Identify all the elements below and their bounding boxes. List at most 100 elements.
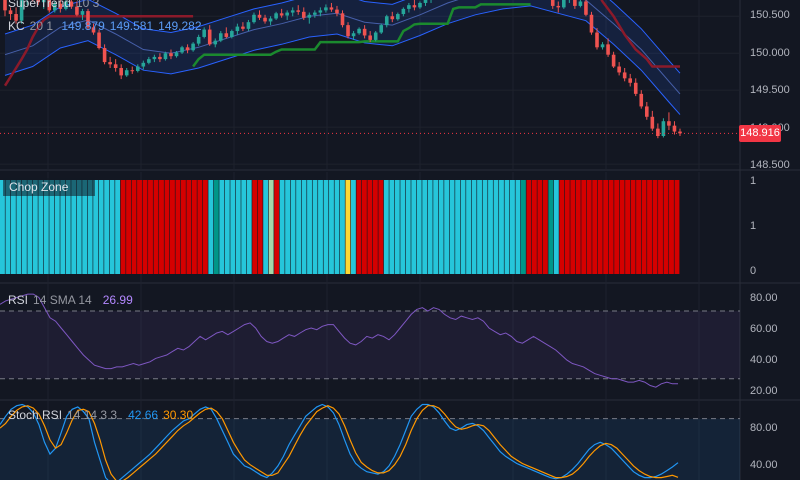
chop-zone-bar bbox=[345, 180, 351, 274]
candle-body bbox=[396, 14, 400, 20]
candle-body bbox=[91, 27, 96, 33]
rsi-line bbox=[0, 293, 678, 388]
chop-zone-bar bbox=[87, 180, 93, 274]
chop-zone-bar bbox=[405, 180, 411, 274]
chop-zone-bar bbox=[350, 180, 356, 274]
candle-body bbox=[268, 18, 273, 22]
candle-body bbox=[196, 36, 201, 44]
candle-body bbox=[80, 11, 85, 15]
chop-zone-bar bbox=[460, 180, 466, 274]
chop-zone-bar bbox=[630, 180, 636, 274]
chop-zone-bar bbox=[444, 180, 450, 274]
chop-zone-bar bbox=[274, 180, 280, 274]
candle-body bbox=[357, 28, 361, 34]
candle-body bbox=[124, 70, 129, 76]
supertrend-legend[interactable]: SuperTrend 10 3 bbox=[8, 0, 104, 10]
chop-zone-bar bbox=[60, 180, 66, 274]
candle-body bbox=[650, 116, 655, 129]
kc-label: KC bbox=[8, 19, 25, 33]
candle-body bbox=[600, 44, 605, 48]
candle-body bbox=[678, 131, 682, 134]
chop-zone-bar bbox=[49, 180, 55, 274]
candle-body bbox=[135, 66, 140, 71]
chop-zone-legend[interactable]: Chop Zone bbox=[3, 178, 95, 196]
price-tick: 148.500 bbox=[750, 159, 790, 171]
candle-body bbox=[75, 6, 79, 15]
candle-body bbox=[362, 28, 367, 36]
candle-body bbox=[174, 52, 179, 57]
chop-zone-bar bbox=[120, 180, 126, 274]
chop-zone-bar bbox=[504, 180, 510, 274]
candle-body bbox=[130, 70, 135, 72]
candle-body bbox=[622, 72, 627, 79]
candle-body bbox=[418, 2, 422, 8]
candle-body bbox=[313, 12, 317, 15]
chop-zone-bar bbox=[301, 180, 307, 274]
candle-body bbox=[595, 32, 599, 48]
stoch-rsi-legend[interactable]: Stoch RSI 14 14 3 3 42.66 30.30 bbox=[8, 408, 198, 422]
chop-zone-bar bbox=[515, 180, 521, 274]
chop-zone-bar bbox=[323, 180, 329, 274]
chop-zone-bar bbox=[411, 180, 417, 274]
candle-body bbox=[218, 33, 223, 41]
candle-body bbox=[19, 0, 24, 21]
chop-zone-bar bbox=[10, 180, 16, 274]
chop-zone-bar bbox=[488, 180, 493, 274]
chop-zone-bar bbox=[329, 180, 334, 274]
chop-zone-bar bbox=[318, 180, 323, 274]
rsi-legend[interactable]: RSI 14 SMA 14 26.99 bbox=[8, 293, 138, 307]
kc-params: 20 1 bbox=[29, 19, 54, 33]
chop-zone-bar bbox=[285, 180, 291, 274]
chop-zone-bar bbox=[542, 180, 548, 274]
price-tick: 149.500 bbox=[750, 84, 790, 96]
stoch-k-value: 42.66 bbox=[128, 408, 159, 422]
candle-body bbox=[285, 12, 289, 16]
candle-body bbox=[102, 48, 107, 63]
chop-zone-bar bbox=[652, 180, 658, 274]
stoch-tick: 80.00 bbox=[750, 422, 778, 434]
kc-lower-line bbox=[4, 5, 681, 115]
chop-zone-bar bbox=[619, 180, 625, 274]
chop-zone-bar bbox=[202, 180, 208, 274]
rsi-label: RSI bbox=[8, 293, 29, 307]
chop-zone-bar bbox=[466, 180, 472, 274]
chop-zone-bar bbox=[312, 180, 318, 274]
chop-zone-bar bbox=[581, 180, 587, 274]
chop-zone-bar bbox=[208, 180, 214, 274]
candle-body bbox=[86, 11, 90, 28]
chop-zone-bar bbox=[340, 180, 345, 274]
chop-zone-bar bbox=[131, 180, 137, 274]
candle-body bbox=[562, 0, 566, 8]
candle-body bbox=[64, 1, 68, 9]
chop-zone-bar bbox=[213, 180, 219, 274]
kc-legend[interactable]: KC 20 1 149.879 149.581 149.282 bbox=[8, 19, 207, 33]
candle-body bbox=[241, 26, 245, 29]
chop-tick: 0 bbox=[750, 265, 757, 277]
stoch-tick: 40.00 bbox=[750, 459, 778, 471]
supertrend-line bbox=[3, 15, 194, 87]
candle-body bbox=[584, 1, 588, 15]
chop-zone-bar bbox=[82, 180, 88, 274]
chop-zone-bar bbox=[367, 180, 373, 274]
chop-zone-bar bbox=[268, 180, 274, 274]
supertrend-label: SuperTrend bbox=[8, 0, 71, 10]
last-price-badge: 148.916 bbox=[739, 125, 781, 142]
chop-zone-bar bbox=[499, 180, 504, 274]
chop-zone-bar bbox=[378, 180, 384, 274]
chop-zone-bar bbox=[142, 180, 148, 274]
candle-body bbox=[185, 47, 190, 51]
chop-zone-bar bbox=[510, 180, 515, 274]
stoch-d-value: 30.30 bbox=[163, 408, 194, 422]
chop-zone-bar bbox=[296, 180, 302, 274]
chop-zone-bar bbox=[663, 180, 669, 274]
chop-zone-bar bbox=[564, 180, 570, 274]
chop-zone-bar bbox=[438, 180, 444, 274]
candle-body bbox=[401, 8, 406, 15]
chop-zone-bar bbox=[186, 180, 192, 274]
candle-body bbox=[296, 10, 301, 12]
supertrend-params: 10 3 bbox=[75, 0, 100, 10]
chop-zone-bar bbox=[575, 180, 581, 274]
chop-zone-bar bbox=[416, 180, 422, 274]
candle-body bbox=[158, 56, 162, 60]
